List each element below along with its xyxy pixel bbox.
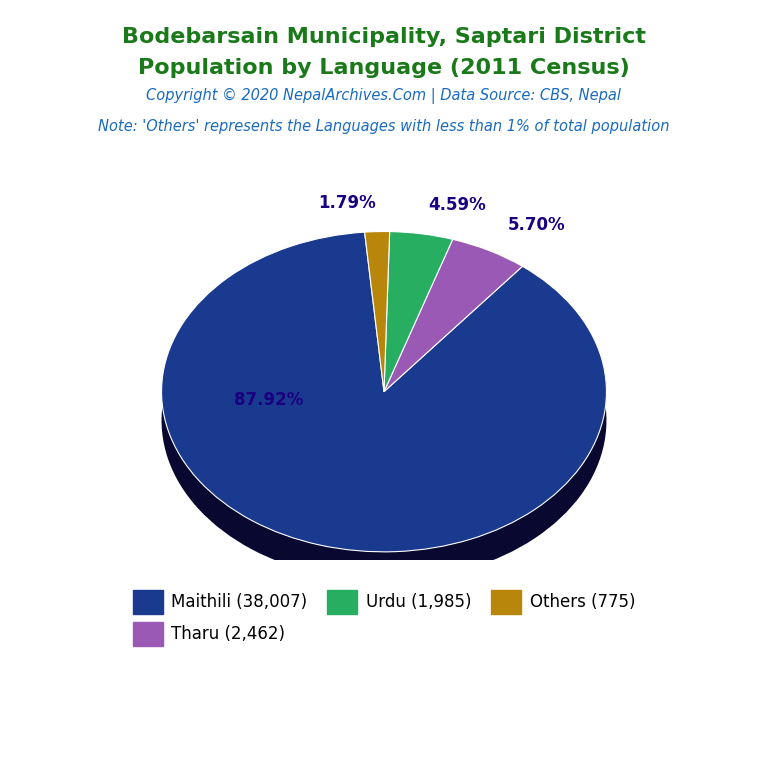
Text: Population by Language (2011 Census): Population by Language (2011 Census) xyxy=(138,58,630,78)
Text: Note: 'Others' represents the Languages with less than 1% of total population: Note: 'Others' represents the Languages … xyxy=(98,119,670,134)
Wedge shape xyxy=(384,232,452,392)
Wedge shape xyxy=(161,232,607,552)
Wedge shape xyxy=(365,231,389,392)
Wedge shape xyxy=(365,260,389,421)
Legend: Maithili (38,007), Tharu (2,462), Urdu (1,985), Others (775): Maithili (38,007), Tharu (2,462), Urdu (… xyxy=(126,584,642,653)
Wedge shape xyxy=(384,268,522,421)
Text: 4.59%: 4.59% xyxy=(429,197,486,214)
Wedge shape xyxy=(161,261,607,581)
Wedge shape xyxy=(384,240,522,392)
Text: 87.92%: 87.92% xyxy=(233,391,303,409)
Text: 1.79%: 1.79% xyxy=(318,194,376,212)
Wedge shape xyxy=(384,260,452,421)
Text: Copyright © 2020 NepalArchives.Com | Data Source: CBS, Nepal: Copyright © 2020 NepalArchives.Com | Dat… xyxy=(147,88,621,104)
Text: Bodebarsain Municipality, Saptari District: Bodebarsain Municipality, Saptari Distri… xyxy=(122,27,646,47)
Text: 5.70%: 5.70% xyxy=(508,216,566,234)
